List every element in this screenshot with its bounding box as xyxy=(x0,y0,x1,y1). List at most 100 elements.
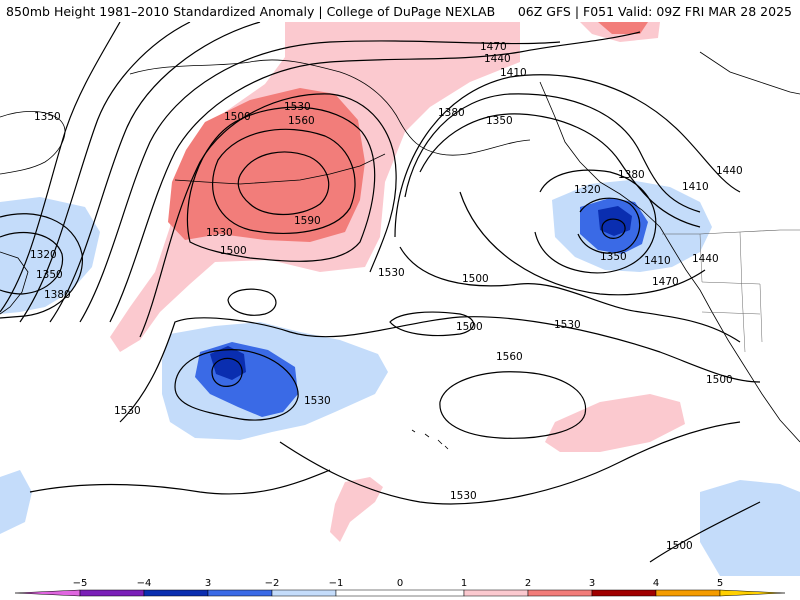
contour-1530-ridge xyxy=(186,106,376,262)
colorbar-tick: 4 xyxy=(653,578,659,589)
model-run-info: 06Z GFS | F051 Valid: 09Z FRI MAR 28 202… xyxy=(517,4,792,19)
swatch-neg4 xyxy=(79,589,145,597)
contour-label: 1530 xyxy=(206,227,233,239)
contour-pnw-inner xyxy=(601,218,626,239)
contour-1320-west-low xyxy=(0,231,64,295)
contour-label: 1530 xyxy=(114,405,141,417)
swatch-neg2 xyxy=(207,589,273,597)
contour-1500-ridge xyxy=(139,93,397,338)
contour-label: 1440 xyxy=(716,165,743,177)
contour-1590 xyxy=(237,151,330,215)
map-header: 850mb Height 1981–2010 Standardized Anom… xyxy=(0,0,800,22)
contour-1350-pnw xyxy=(534,169,657,274)
contour-label: 1530 xyxy=(554,319,581,331)
alaska-coastline xyxy=(129,59,531,156)
contour-1500-east xyxy=(649,501,761,563)
anomaly-colorbar: −5 −4 3 −2 −1 0 1 2 3 4 5 xyxy=(0,576,800,600)
swatch-pos4 xyxy=(655,589,721,597)
contour-label: 1500 xyxy=(462,273,489,285)
contour-1320-pnw xyxy=(577,197,641,254)
swatch-pos1 xyxy=(463,589,529,597)
contour-1380-west xyxy=(19,22,191,323)
north-america-coast xyxy=(539,81,800,443)
colorbar-swatches xyxy=(14,589,786,597)
contour-1440 xyxy=(79,40,561,323)
contour-label: 1440 xyxy=(484,53,511,65)
contour-label: 1350 xyxy=(34,111,61,123)
anomaly-map: 1350 1320 1350 1380 1500 1530 1560 1590 … xyxy=(0,22,800,576)
swatch-pos3 xyxy=(591,589,657,597)
contour-1500-south xyxy=(29,469,331,495)
contour-1470-pnw xyxy=(459,191,706,296)
contour-label: 1530 xyxy=(304,395,331,407)
contour-1410-west xyxy=(49,22,261,323)
negative-anomaly-sw xyxy=(0,470,32,534)
contour-label: 1530 xyxy=(284,101,311,113)
arctic-coast xyxy=(699,51,800,95)
contour-label: 1470 xyxy=(652,276,679,288)
contour-label: 1320 xyxy=(574,184,601,196)
contour-1410-trough xyxy=(404,93,701,213)
contour-label: 1530 xyxy=(378,267,405,279)
positive-anomaly-core xyxy=(168,88,365,242)
contour-label: 1470 xyxy=(480,41,507,53)
contour-label: 1350 xyxy=(600,251,627,263)
contour-label: 1590 xyxy=(294,215,321,227)
contour-labels: 1350 1320 1350 1380 1500 1530 1560 1590 … xyxy=(30,41,743,552)
contour-label: 1380 xyxy=(618,169,645,181)
colorbar-tick: −4 xyxy=(137,578,152,589)
colorbar-tick: −1 xyxy=(329,578,344,589)
colorbar-tick: −5 xyxy=(73,578,88,589)
contour-label: 1410 xyxy=(500,67,527,79)
state-lines xyxy=(699,231,763,353)
colorbar-ticks: −5 −4 3 −2 −1 0 1 2 3 4 5 xyxy=(73,578,724,589)
contour-1350-west-low xyxy=(0,213,83,319)
positive-anomaly-subtropics xyxy=(545,394,685,452)
contour-label: 1350 xyxy=(36,269,63,281)
contour-1440-trough xyxy=(394,74,741,238)
contour-1560 xyxy=(211,128,356,234)
contour-label: 1560 xyxy=(496,351,523,363)
negative-anomaly-pnw-deep xyxy=(598,206,632,236)
colorbar-tick: 1 xyxy=(461,578,467,589)
contour-label: 1410 xyxy=(682,181,709,193)
contour-label: 1530 xyxy=(450,490,477,502)
positive-anomaly-north-core xyxy=(598,22,648,34)
contour-label: 1440 xyxy=(692,253,719,265)
contour-label: 1380 xyxy=(438,107,465,119)
contour-label: 1350 xyxy=(486,115,513,127)
colorbar-tick: 5 xyxy=(717,578,723,589)
contour-label: 1500 xyxy=(456,321,483,333)
colorbar-tick: 3 xyxy=(205,578,211,589)
positive-anomaly-plume xyxy=(330,477,383,542)
swatch-neg1 xyxy=(271,589,337,597)
map-title: 850mb Height 1981–2010 Standardized Anom… xyxy=(6,4,496,19)
contour-1530-southeast xyxy=(279,421,741,505)
contour-1470 xyxy=(109,31,641,323)
contour-label: 1500 xyxy=(224,111,251,123)
contour-1500-low xyxy=(174,349,299,421)
hawaii-islands xyxy=(411,429,449,450)
contour-1500-inner-low xyxy=(211,357,243,387)
negative-anomaly-se xyxy=(700,480,800,576)
swatch-pos5 xyxy=(719,589,786,597)
height-contours xyxy=(0,22,761,563)
colorbar-tick: 2 xyxy=(525,578,531,589)
contour-label: 1410 xyxy=(644,255,671,267)
colorbar-tick: 3 xyxy=(589,578,595,589)
contour-1500-island xyxy=(389,311,475,337)
contour-label: 1320 xyxy=(30,249,57,261)
contour-label: 1560 xyxy=(288,115,315,127)
contour-label: 1500 xyxy=(666,540,693,552)
swatch-neg3 xyxy=(143,589,209,597)
negative-anomaly-midpacific-deep xyxy=(210,346,246,380)
contour-label: 1500 xyxy=(220,245,247,257)
swatch-zero xyxy=(335,589,465,597)
colorbar-tick: −2 xyxy=(265,578,280,589)
contour-1560-high xyxy=(439,371,587,439)
contour-1500-closed xyxy=(227,288,277,316)
contour-1500-pnw xyxy=(399,246,741,343)
contour-1350-west xyxy=(0,22,121,313)
colorbar-tick: 0 xyxy=(397,578,403,589)
contour-label: 1500 xyxy=(706,374,733,386)
